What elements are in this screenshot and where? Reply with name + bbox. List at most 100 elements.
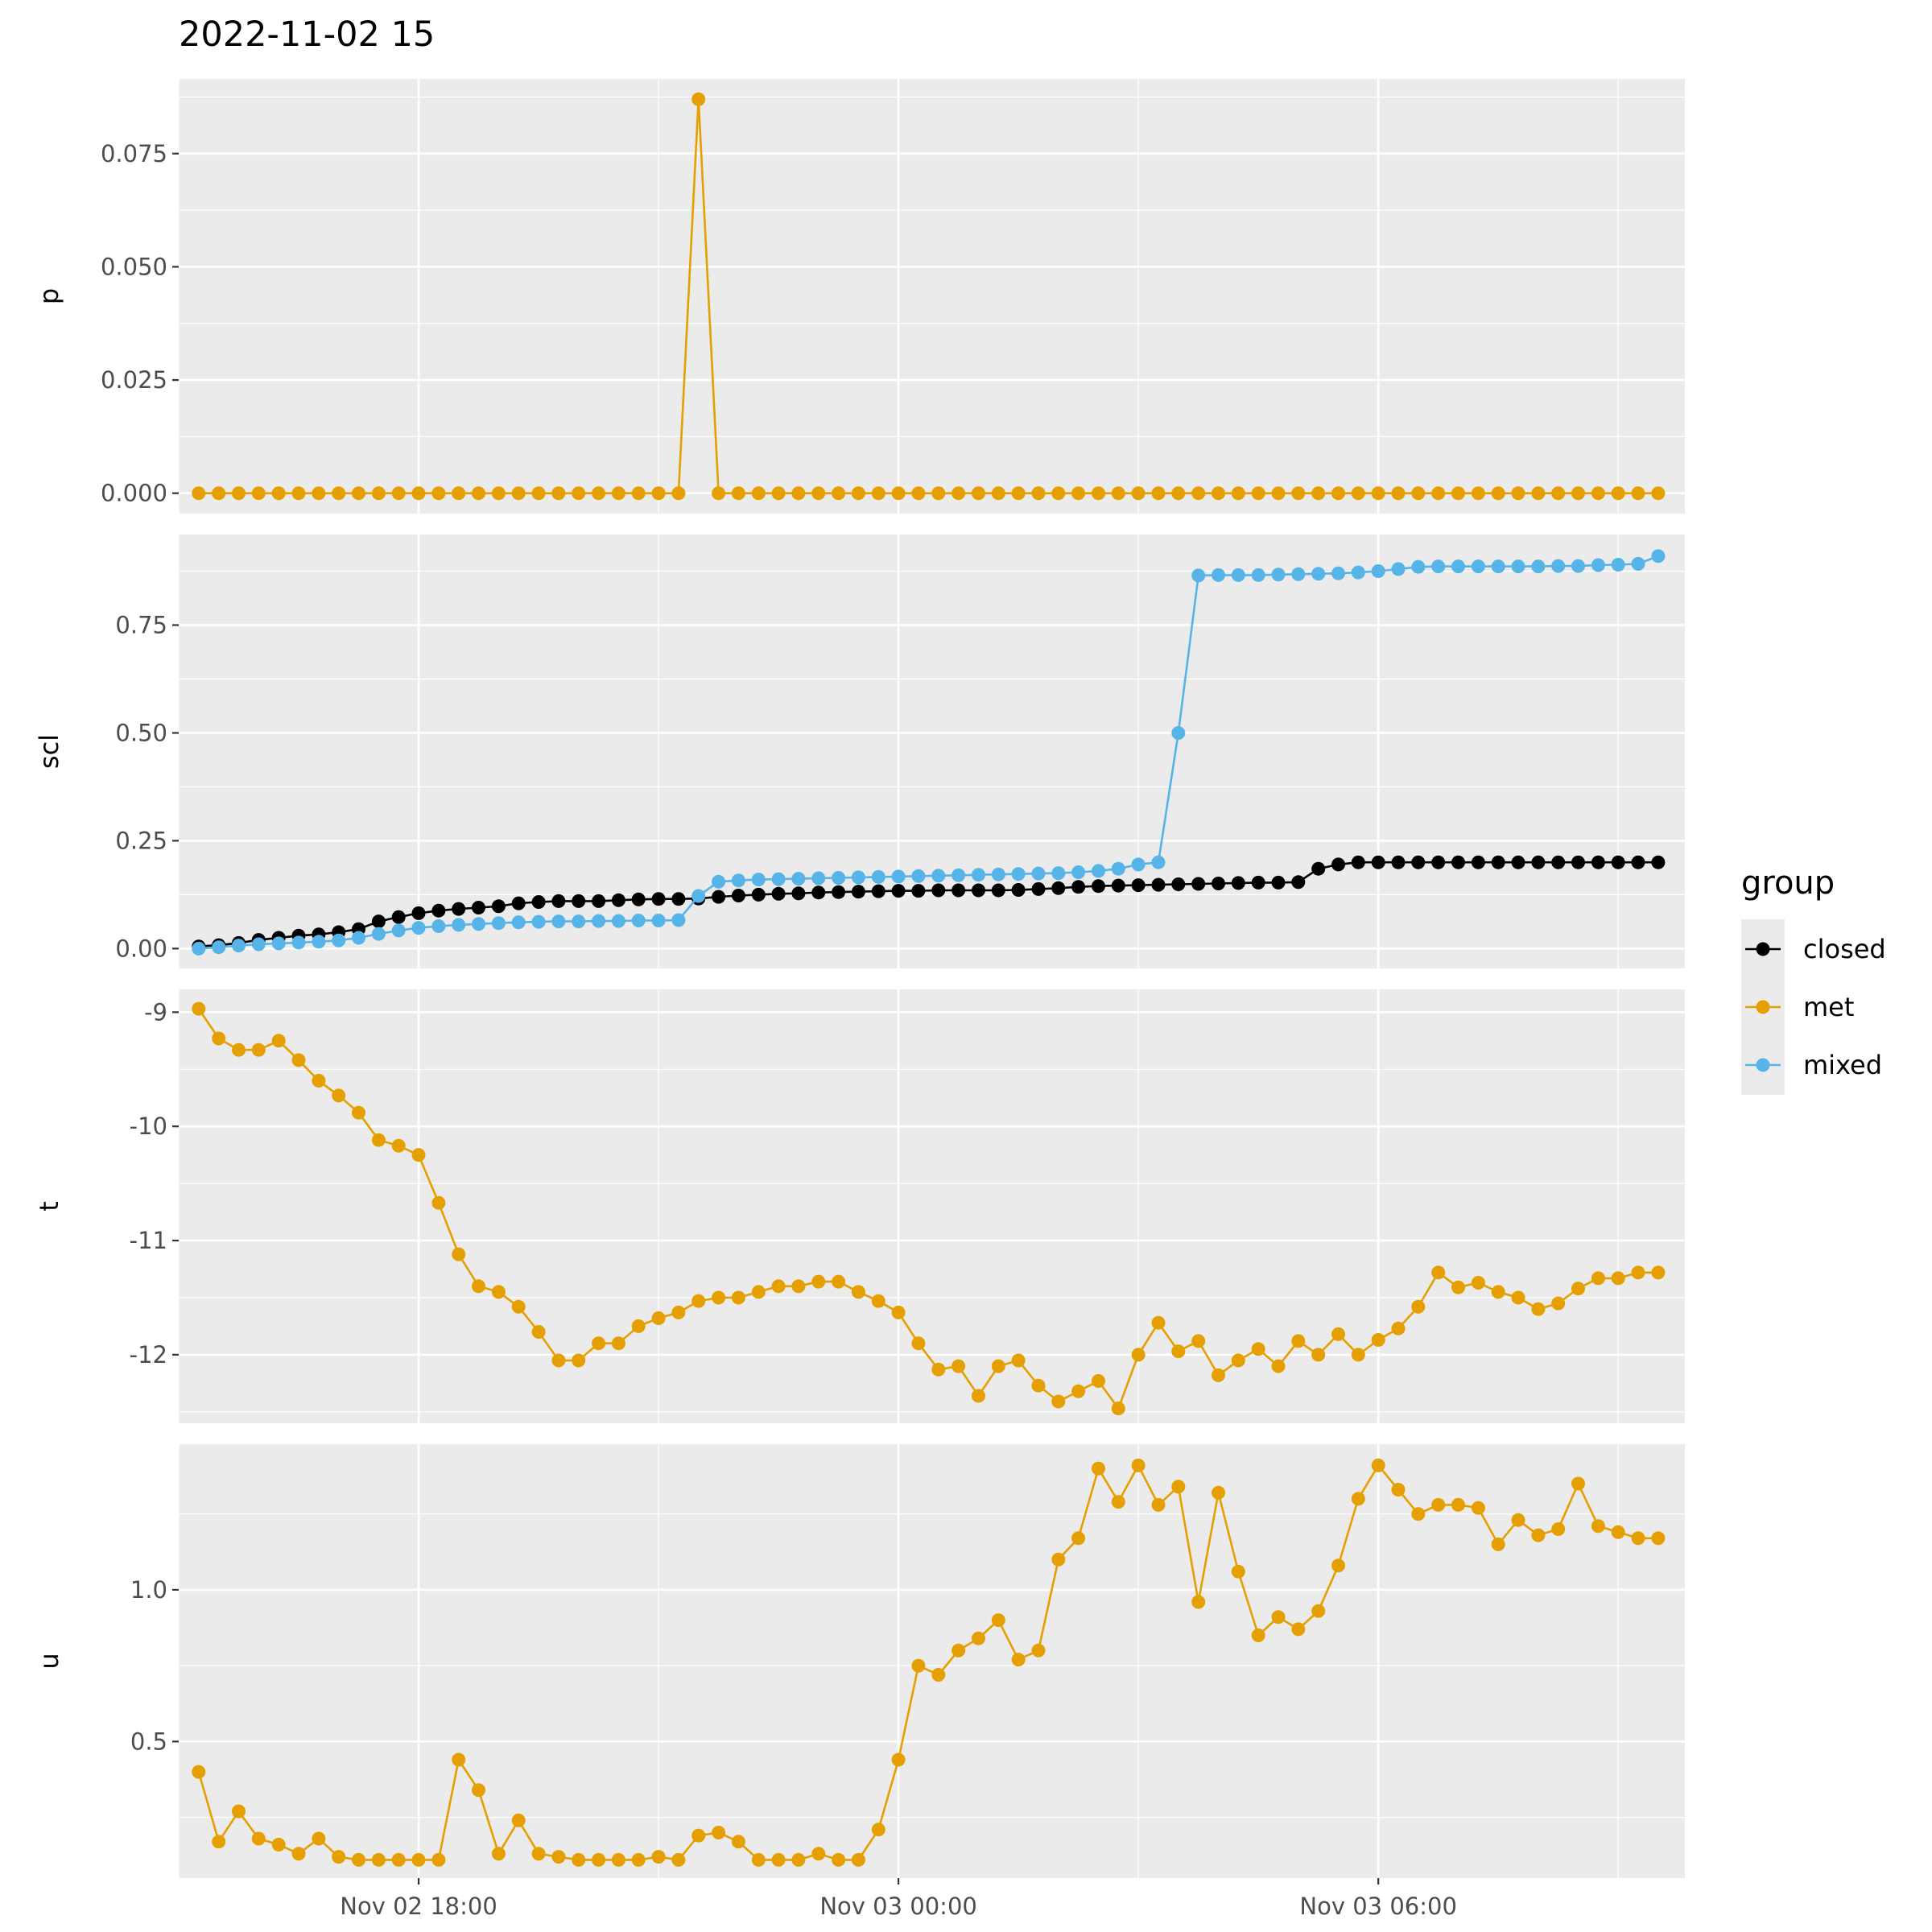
data-point xyxy=(1651,1265,1666,1280)
data-point xyxy=(1591,855,1605,869)
data-point xyxy=(1151,877,1166,892)
data-point xyxy=(411,1852,426,1867)
data-point xyxy=(1271,1610,1286,1624)
data-point xyxy=(731,873,745,888)
data-point xyxy=(1171,726,1186,740)
data-point xyxy=(511,1813,526,1827)
data-point xyxy=(1311,486,1326,501)
data-point xyxy=(1351,855,1365,869)
data-point xyxy=(1092,486,1105,501)
data-point xyxy=(671,1852,686,1867)
data-point xyxy=(1571,855,1585,869)
data-point xyxy=(251,1042,266,1057)
data-point xyxy=(931,883,946,898)
data-point xyxy=(1011,1653,1026,1667)
data-point xyxy=(1451,486,1465,501)
data-point xyxy=(1351,565,1365,580)
data-point xyxy=(1011,883,1026,897)
data-point xyxy=(731,1290,745,1305)
y-tick-label: 0.050 xyxy=(101,253,167,280)
data-point xyxy=(1131,857,1146,872)
data-point xyxy=(611,486,625,501)
data-point xyxy=(1351,486,1365,501)
data-point xyxy=(1051,866,1066,881)
data-point xyxy=(731,486,745,501)
data-point xyxy=(271,936,286,951)
panel-background xyxy=(179,1444,1685,1878)
data-point xyxy=(1111,1495,1125,1509)
data-point xyxy=(352,486,365,501)
data-point xyxy=(871,1294,886,1308)
data-point xyxy=(1051,1394,1066,1409)
data-point xyxy=(1531,1528,1546,1542)
data-point xyxy=(751,887,766,902)
series-met xyxy=(192,1458,1666,1867)
data-point xyxy=(972,1389,985,1403)
data-point xyxy=(771,1852,786,1867)
data-point xyxy=(671,1305,686,1319)
data-point xyxy=(631,914,646,927)
data-point xyxy=(1551,855,1566,869)
data-point xyxy=(651,486,666,501)
data-point xyxy=(212,1835,226,1849)
data-point xyxy=(952,868,966,882)
data-point xyxy=(312,1074,326,1088)
data-point xyxy=(952,1643,966,1657)
legend-key-point xyxy=(1756,1000,1770,1014)
data-point xyxy=(1331,1558,1345,1573)
data-point xyxy=(1571,1476,1585,1491)
data-point xyxy=(972,868,985,882)
data-point xyxy=(291,1053,306,1067)
data-point xyxy=(1591,558,1605,572)
data-point xyxy=(651,1850,666,1864)
data-point xyxy=(1611,558,1625,572)
series-met xyxy=(192,92,1666,501)
data-point xyxy=(232,486,246,501)
panel-background xyxy=(179,989,1685,1423)
data-point xyxy=(371,914,386,929)
data-point xyxy=(1551,486,1566,501)
data-point xyxy=(851,870,865,885)
data-point xyxy=(411,1148,426,1162)
data-point xyxy=(1251,486,1265,501)
data-point xyxy=(731,1835,745,1849)
data-point xyxy=(1471,1276,1485,1290)
data-point xyxy=(572,1852,586,1867)
data-point xyxy=(611,1852,625,1867)
data-point xyxy=(611,1336,625,1351)
data-point xyxy=(1491,1285,1505,1299)
data-point xyxy=(1092,1461,1105,1476)
data-point xyxy=(1591,486,1605,501)
data-point xyxy=(952,486,966,501)
data-point xyxy=(891,869,906,884)
data-point xyxy=(1471,855,1485,869)
data-point xyxy=(531,914,546,929)
data-point xyxy=(1391,1321,1406,1335)
data-point xyxy=(452,918,466,932)
data-point xyxy=(271,486,286,501)
data-point xyxy=(511,896,526,910)
data-point xyxy=(712,1290,726,1305)
data-point xyxy=(1011,1353,1026,1368)
data-point xyxy=(251,1831,266,1846)
data-point xyxy=(472,1279,485,1294)
data-point xyxy=(1571,559,1585,573)
data-point xyxy=(371,1133,386,1147)
data-point xyxy=(791,486,806,501)
data-point xyxy=(851,486,865,501)
data-point xyxy=(1651,855,1666,869)
data-point xyxy=(1011,867,1026,881)
data-point xyxy=(972,883,985,898)
data-point xyxy=(1011,486,1026,501)
data-point xyxy=(1411,1507,1426,1521)
data-point xyxy=(1331,857,1345,872)
panel-t: -12 -11 -10 -9 t xyxy=(34,989,1685,1423)
data-point xyxy=(1092,1374,1105,1388)
legend: group closed met mixed xyxy=(1741,865,1886,1095)
data-point xyxy=(1411,855,1426,869)
data-point xyxy=(1231,486,1245,501)
data-point xyxy=(291,1847,306,1861)
data-point xyxy=(1212,1485,1225,1500)
data-point xyxy=(192,486,206,501)
data-point xyxy=(911,1658,926,1673)
